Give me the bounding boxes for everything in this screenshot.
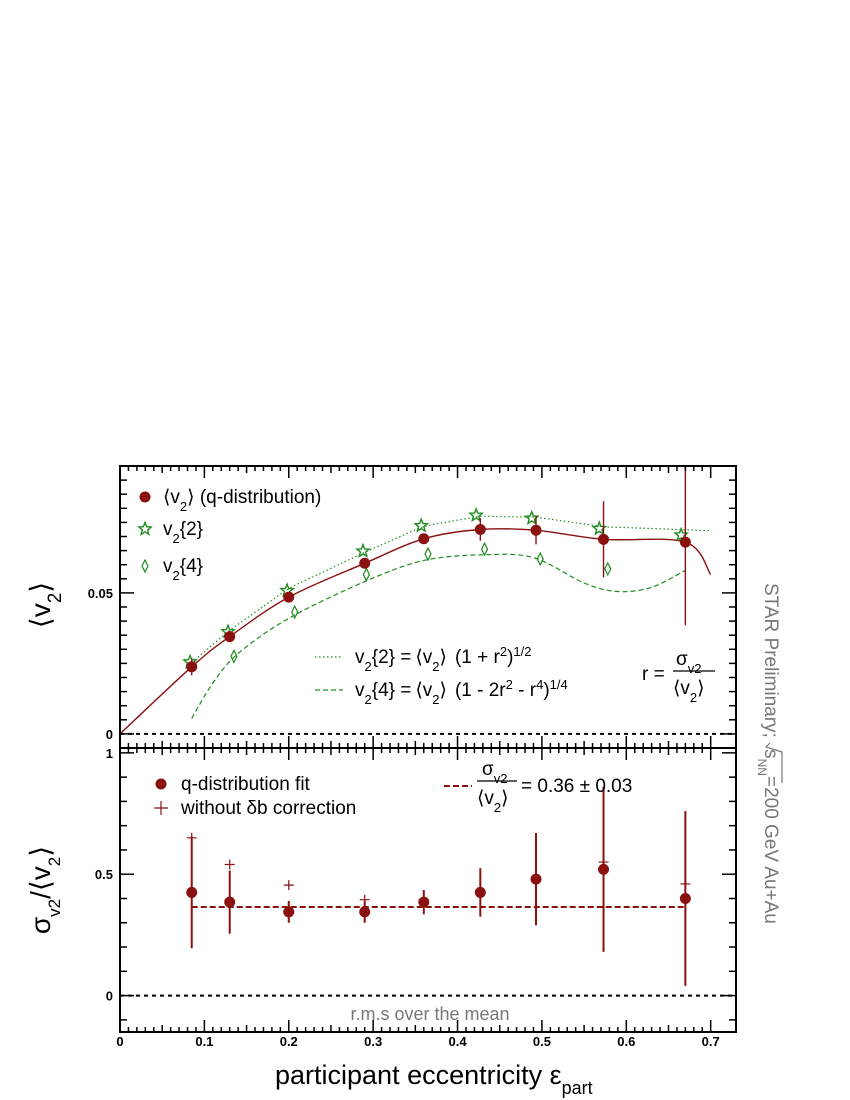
- bottom-axes: 0 0.1 0.2 0.3 0.4 0.5 0.6 0.7 0 0.5 1: [95, 746, 736, 1049]
- fit-curve: [119, 527, 712, 735]
- formula-v2-4: v2{4} = ⟨v2⟩ (1 - 2r2 - r4)1/4: [355, 677, 568, 707]
- panel-caption: r.m.s over the mean: [350, 1004, 509, 1024]
- ratio-point: [679, 892, 691, 904]
- x-tick-label: 0.6: [617, 1034, 635, 1049]
- mean-v2-point: [283, 591, 295, 603]
- legend-label-qfit: q-distribution fit: [181, 774, 311, 795]
- legend-mean-denominator: ⟨v2⟩: [477, 788, 509, 815]
- legend-mean-value: = 0.36 ± 0.03: [521, 776, 632, 797]
- v2-4-derived-curve: [191, 553, 686, 719]
- x-tick-label: 0.1: [195, 1034, 213, 1049]
- legend-mean-numerator: σv2: [482, 759, 507, 786]
- formula-legend: v2{2} = ⟨v2⟩ (1 + r2)1/2 v2{4} = ⟨v2⟩ (1 - 2…: [315, 644, 715, 707]
- legend-label-mean-v2: ⟨v2⟩ (q-distribution): [163, 487, 321, 514]
- ratio-point: [283, 906, 295, 918]
- nocorr-point: [283, 880, 294, 891]
- x-tick-label: 0.2: [280, 1034, 298, 1049]
- bottom-panel: 0 0.1 0.2 0.3 0.4 0.5 0.6 0.7 0 0.5 1 σv2/⟨v2⟩ par…: [25, 746, 737, 1098]
- v2-2-derived-curve: [191, 515, 711, 663]
- side-label: STAR Preliminary; sNN=200 GeV Au+Au: [755, 583, 783, 924]
- v2-4-point: [291, 604, 299, 620]
- mean-v2-point: [598, 533, 610, 545]
- formula-r-lhs: r =: [642, 664, 665, 685]
- legend-marker-mean-v2: [139, 491, 151, 503]
- side-label-text: STAR Preliminary; sNN=200 GeV Au+Au: [755, 583, 781, 924]
- v2-4-point: [536, 551, 544, 567]
- top-panel: 00.05 ⟨v2⟩ ⟨v2⟩ (q-distribution) v2{2} v…: [25, 465, 737, 749]
- mean-v2-point: [186, 661, 198, 673]
- x-tick-label: 0.7: [702, 1034, 720, 1049]
- ratio-point: [224, 896, 236, 908]
- top-y-tick-label: 0: [106, 727, 113, 742]
- x-tick-label: 0: [116, 1034, 123, 1049]
- x-tick-label: 0.5: [533, 1034, 551, 1049]
- top-plot-area: [119, 466, 736, 735]
- v2-2-point: [468, 506, 485, 523]
- bottom-y-axis-title: σv2/⟨v2⟩: [25, 846, 64, 934]
- bottom-y-tick-label: 0.5: [95, 867, 113, 882]
- mean-v2-point: [530, 524, 542, 536]
- x-tick-label: 0.4: [448, 1034, 467, 1049]
- ratio-point: [598, 863, 610, 875]
- v2-4-point: [230, 649, 238, 664]
- ratio-point: [418, 896, 430, 908]
- bottom-panel-frame: [119, 747, 737, 1033]
- mean-v2-point: [224, 631, 236, 643]
- bottom-y-tick-label: 0: [106, 989, 113, 1004]
- x-axis-title: participant eccentricity εpart: [275, 1060, 593, 1098]
- v2-2-point: [413, 517, 430, 533]
- mean-v2-point: [359, 557, 371, 569]
- ratio-point: [530, 873, 542, 885]
- legend-marker-qfit: [155, 778, 167, 790]
- top-y-tick-label: 0.05: [88, 586, 113, 601]
- v2-4-point: [604, 561, 612, 577]
- v2-2-point: [354, 542, 372, 558]
- legend-label-nocorr: without δb correction: [180, 798, 356, 819]
- bottom-y-tick-label: 1: [106, 746, 113, 761]
- top-axes: 00.05: [88, 466, 736, 749]
- v2-4-point: [480, 541, 489, 557]
- v2-2-point: [523, 509, 540, 525]
- formula-r-numerator: σv2: [676, 649, 701, 676]
- mean-v2-point: [679, 536, 691, 548]
- legend-marker-nocorr: [154, 801, 168, 815]
- legend-marker-v2-2: [136, 520, 154, 536]
- legend-marker-v2-4: [141, 558, 149, 574]
- sqrt-sign: [764, 742, 783, 783]
- legend-label-v2-2: v2{2}: [163, 519, 203, 546]
- top-legend: ⟨v2⟩ (q-distribution) v2{2} v2{4}: [136, 487, 321, 583]
- x-tick-label: 0.3: [364, 1034, 382, 1049]
- bottom-legend: q-distribution fit without δb correction…: [154, 759, 632, 819]
- formula-r-denominator: ⟨v2⟩: [673, 678, 705, 705]
- mean-v2-point: [418, 533, 430, 545]
- v2-4-point: [424, 546, 432, 562]
- bottom-plot-area: [120, 786, 736, 997]
- ratio-point: [474, 886, 486, 898]
- ratio-point: [186, 886, 198, 898]
- legend-label-v2-4: v2{4}: [163, 556, 203, 583]
- nocorr-point: [224, 859, 235, 870]
- mean-v2-point: [474, 523, 486, 535]
- top-panel-frame: [119, 465, 737, 749]
- formula-v2-2: v2{2} = ⟨v2⟩ (1 + r2)1/2: [355, 644, 531, 674]
- v2-4-point: [362, 567, 371, 582]
- ratio-point: [359, 906, 371, 918]
- top-y-axis-title: ⟨v2⟩: [25, 582, 66, 628]
